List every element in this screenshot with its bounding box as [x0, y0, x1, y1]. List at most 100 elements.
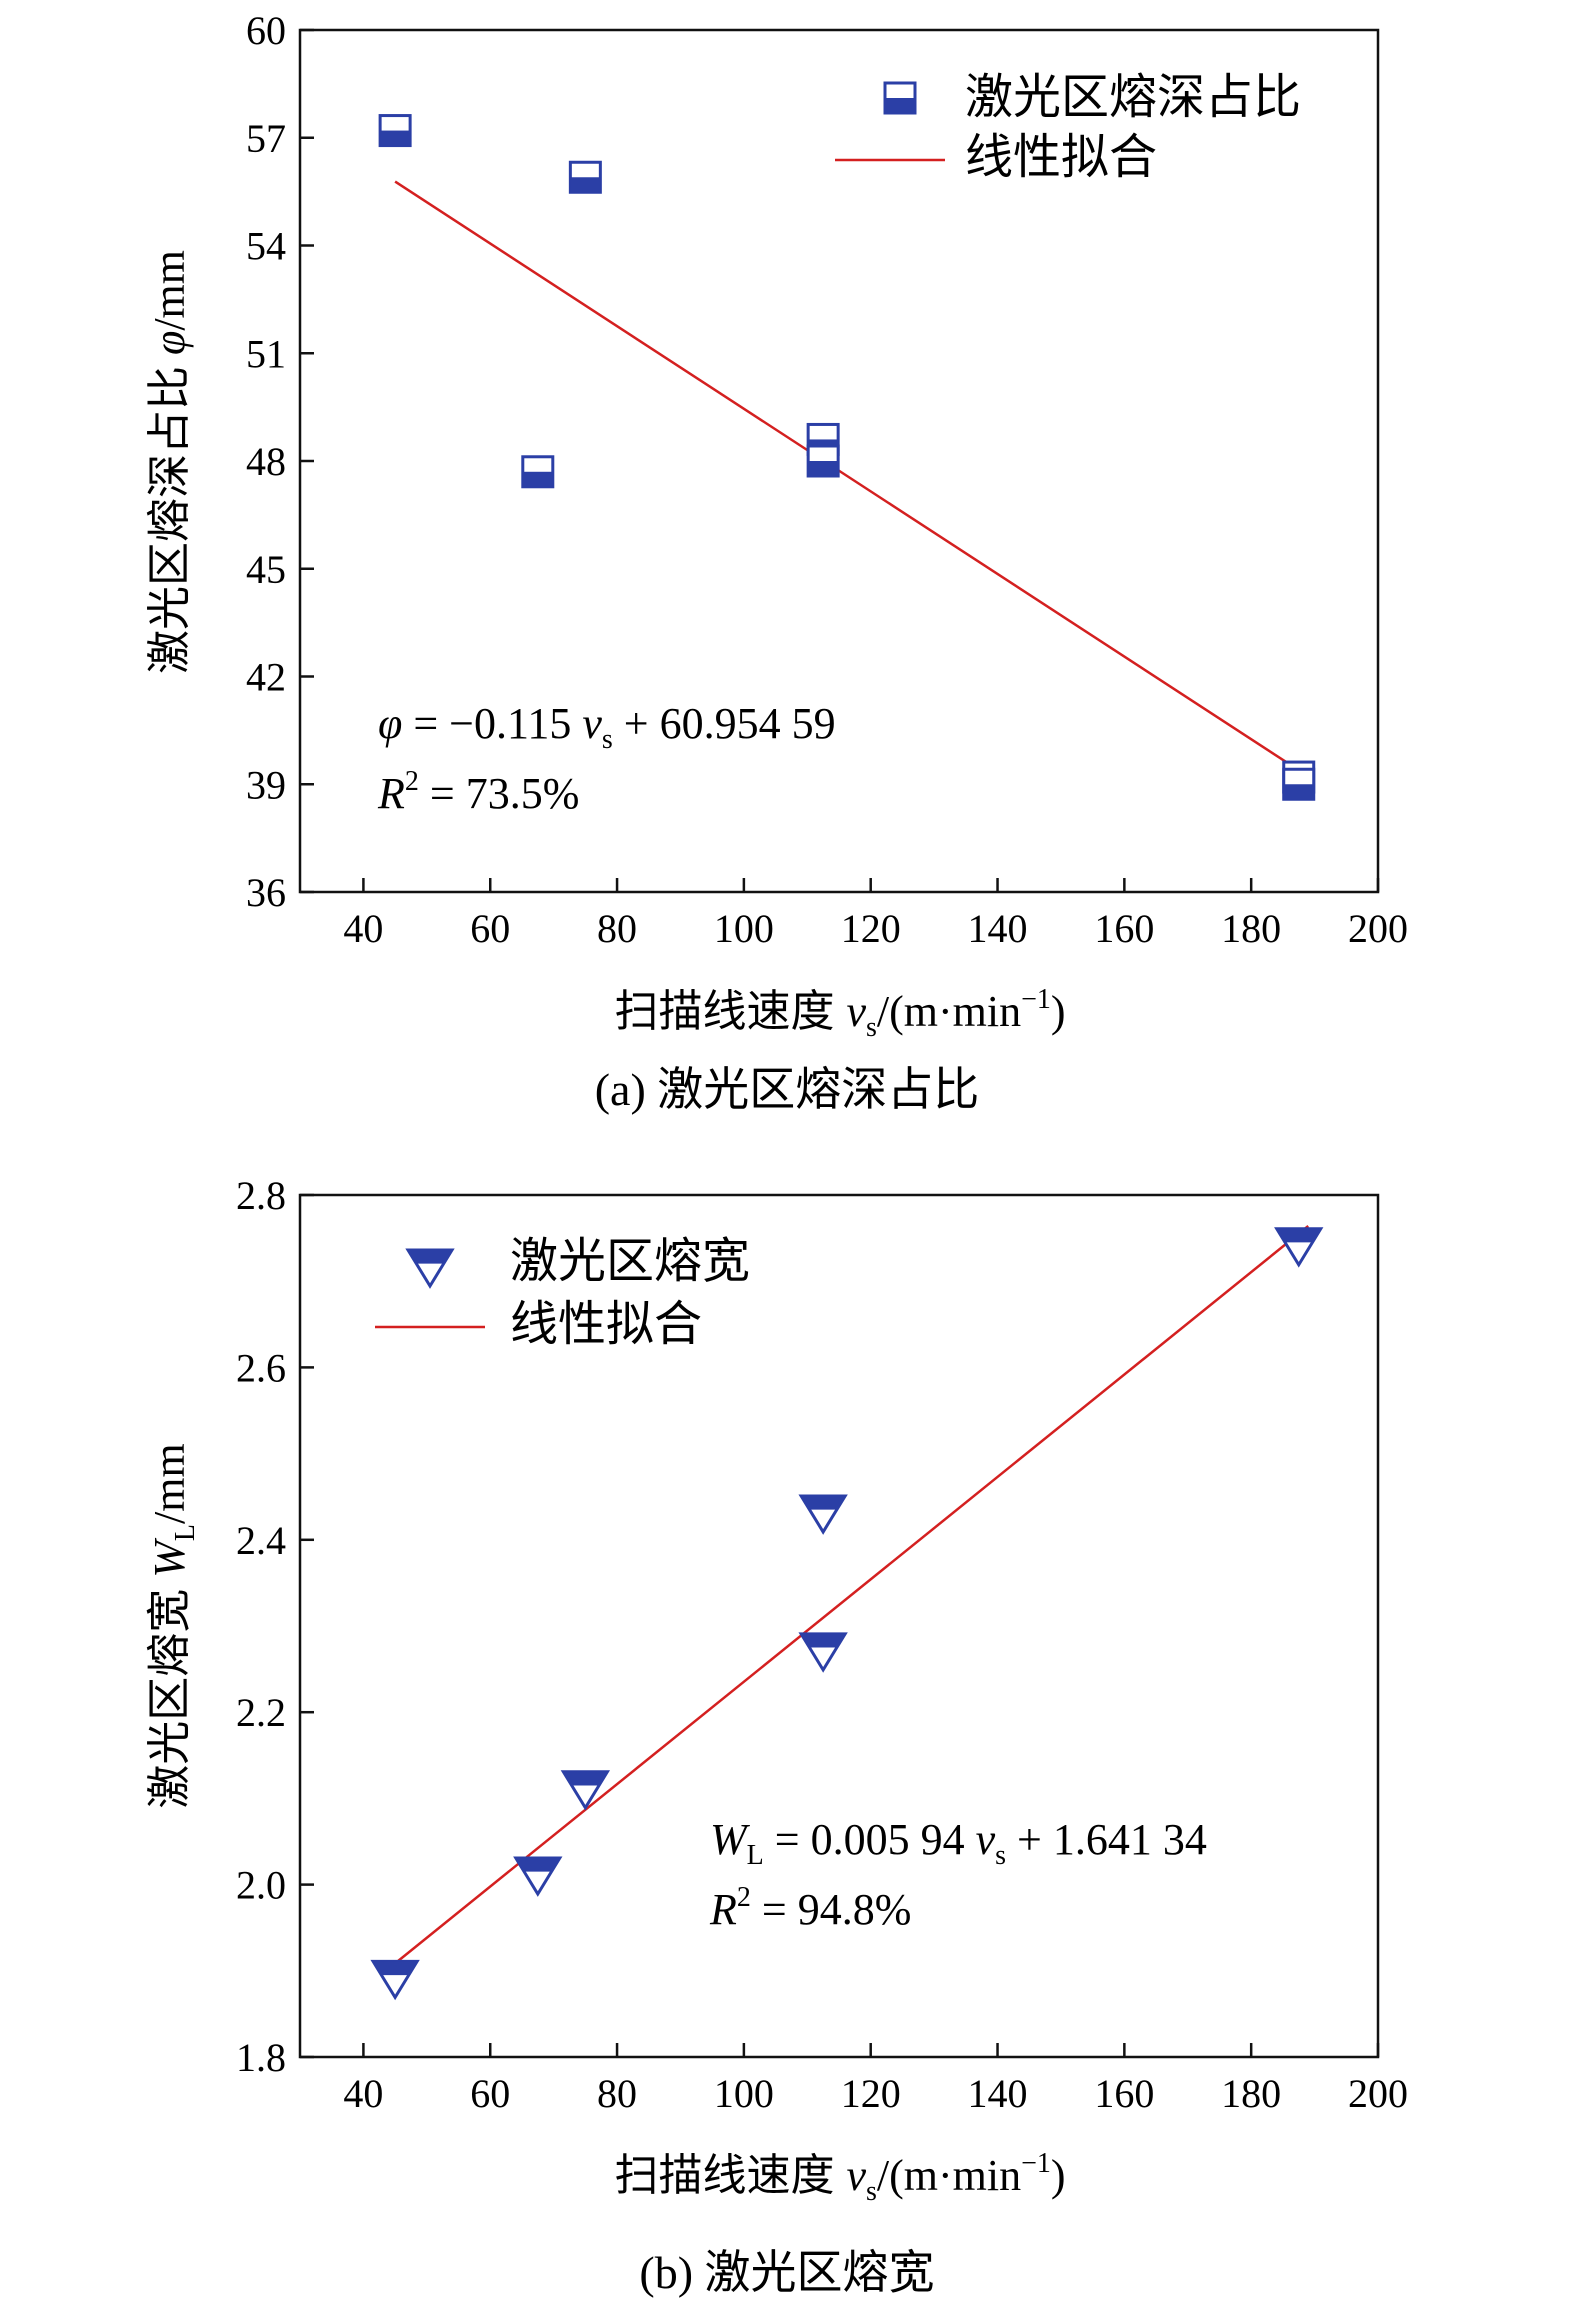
data-point — [521, 455, 555, 489]
r2-sup-b: 2 — [737, 1882, 751, 1913]
data-point — [560, 1770, 611, 1811]
eq-const-b: + 1.641 34 — [1006, 1815, 1207, 1864]
y-ticks-b: 1.8 2.0 2.2 2.4 2.6 2.8 — [236, 1173, 314, 2080]
xlabel-sub-b: s — [866, 2176, 877, 2207]
x-tick-label: 160 — [1094, 906, 1154, 951]
plot-frame-b — [298, 1193, 1380, 2059]
x-tick-label: 100 — [714, 2071, 774, 2116]
y-tick-label: 2.2 — [236, 1690, 286, 1735]
ylabel-sub-b: L — [170, 1524, 201, 1541]
x-tick-label: 180 — [1221, 2071, 1281, 2116]
x-tick-label: 40 — [343, 2071, 383, 2116]
x-tick-label: 200 — [1348, 906, 1408, 951]
eq-rhs-b: = 0.005 94 — [764, 1815, 976, 1864]
y-tick-label: 39 — [246, 762, 286, 807]
x-tick-label: 140 — [968, 906, 1028, 951]
x-tick-label: 80 — [597, 906, 637, 951]
x-tick-label: 80 — [597, 2071, 637, 2116]
y-axis-label-b: 激光区熔宽 WL/mm — [145, 1443, 201, 1808]
ylabel-unit-b: /mm — [145, 1443, 194, 1524]
y-tick-label: 2.0 — [236, 1863, 286, 1908]
xlabel-unit-sup-b: −1 — [1021, 2148, 1051, 2179]
y-tick-label: 57 — [246, 116, 286, 161]
data-point — [1274, 1227, 1324, 1268]
data-point — [798, 1632, 848, 1673]
ylabel-text-b: 激光区熔宽 — [145, 1578, 194, 1809]
x-tick-label: 120 — [841, 906, 901, 951]
x-axis-label-a: 扫描线速度 vs/(m·min−1) — [614, 984, 1065, 1043]
eq-rhs-a: = −0.115 — [402, 699, 582, 748]
ylabel-var-a: φ — [145, 331, 194, 355]
y-tick-label: 36 — [246, 870, 286, 915]
legend-label-series-b: 激光区熔宽 — [510, 1235, 750, 1288]
caption-a: (a) 激光区熔深占比 — [595, 1064, 980, 1115]
legend-label-fit-a: 线性拟合 — [965, 131, 1157, 184]
xlabel-unit-close-b: ) — [1051, 2151, 1066, 2200]
legend-marker — [883, 81, 917, 115]
eq-var-a: v — [582, 699, 602, 748]
x-axis-label-b: 扫描线速度 vs/(m·min−1) — [614, 2148, 1065, 2207]
equation-a: φ = −0.115 vs + 60.954 59 — [378, 699, 836, 755]
y-tick-label: 60 — [246, 8, 286, 53]
y-tick-label: 45 — [246, 547, 286, 592]
panel-a: 36 39 42 45 48 51 54 57 60 40 60 80 100 120 140 160 180… — [145, 8, 1408, 1115]
xlabel-unit-b: /(m·min — [877, 2151, 1021, 2200]
r2-sup-a: 2 — [405, 766, 419, 797]
data-points-a — [378, 114, 1316, 801]
r2-value-a: = 73.5% — [419, 769, 579, 818]
legend-marker-a — [883, 81, 917, 115]
fit-line-a — [394, 180, 1309, 778]
eq-lhs-sub-b: L — [747, 1840, 764, 1871]
legend-label-series-a: 激光区熔深占比 — [965, 71, 1301, 124]
equation-b: WL = 0.005 94 vs + 1.641 34 — [710, 1815, 1207, 1871]
ylabel-var-b: W — [145, 1538, 194, 1578]
ylabel-text-a: 激光区熔深占比 — [145, 355, 194, 674]
panel-b: 1.8 2.0 2.2 2.4 2.6 2.8 40 60 80 100 120 140 160 180… — [145, 1173, 1408, 2298]
r2-a: R2 = 73.5% — [377, 766, 579, 818]
xlabel-text-a: 扫描线速度 — [614, 987, 834, 1036]
x-tick-label: 100 — [714, 906, 774, 951]
eq-sub-b: s — [995, 1840, 1006, 1871]
x-tick-label: 60 — [470, 906, 510, 951]
data-point — [378, 114, 412, 148]
data-point — [568, 160, 602, 194]
caption-b: (b) 激光区熔宽 — [639, 2247, 934, 2298]
eq-sub-a: s — [602, 724, 613, 755]
legend-a: 激光区熔深占比 线性拟合 — [835, 71, 1301, 184]
xlabel-unit-sup-a: −1 — [1021, 984, 1051, 1015]
eq-var-b: v — [976, 1815, 996, 1864]
y-tick-label: 2.4 — [236, 1518, 286, 1563]
y-tick-label: 2.8 — [236, 1173, 286, 1218]
x-tick-label: 40 — [343, 906, 383, 951]
eq-lhs-a: φ — [378, 699, 402, 748]
legend-label-fit-b: 线性拟合 — [510, 1298, 702, 1351]
legend-marker — [405, 1248, 455, 1289]
data-point — [370, 1959, 420, 2001]
legend-b: 激光区熔宽 线性拟合 — [375, 1235, 750, 1351]
fit-line-b — [394, 1225, 1310, 1965]
data-point — [513, 1856, 563, 1897]
y-tick-label: 51 — [246, 331, 286, 376]
xlabel-unit-a: /(m·min — [877, 987, 1021, 1036]
x-tick-label: 60 — [470, 2071, 510, 2116]
data-point — [1282, 767, 1316, 801]
y-tick-label: 1.8 — [236, 2035, 286, 2080]
r2-label-a: R — [377, 769, 405, 818]
y-ticks-a: 36 39 42 45 48 51 54 57 60 — [246, 8, 314, 915]
y-tick-label: 42 — [246, 655, 286, 700]
xlabel-var-b: v — [846, 2151, 866, 2200]
data-point — [806, 444, 840, 478]
x-ticks-b: 40 60 80 100 120 140 160 180 200 — [343, 2043, 1408, 2116]
y-axis-label-a: 激光区熔深占比 φ/mm — [145, 250, 194, 674]
xlabel-text-b: 扫描线速度 — [614, 2151, 834, 2200]
r2-b: R2 = 94.8% — [709, 1882, 911, 1934]
xlabel-var-a: v — [846, 987, 866, 1036]
y-tick-label: 48 — [246, 439, 286, 484]
data-points-b — [370, 1227, 1324, 2001]
x-tick-label: 200 — [1348, 2071, 1408, 2116]
x-tick-label: 180 — [1221, 906, 1281, 951]
xlabel-unit-close-a: ) — [1051, 987, 1066, 1036]
eq-const-a: + 60.954 59 — [613, 699, 836, 748]
eq-lhs-b: W — [710, 1815, 750, 1864]
